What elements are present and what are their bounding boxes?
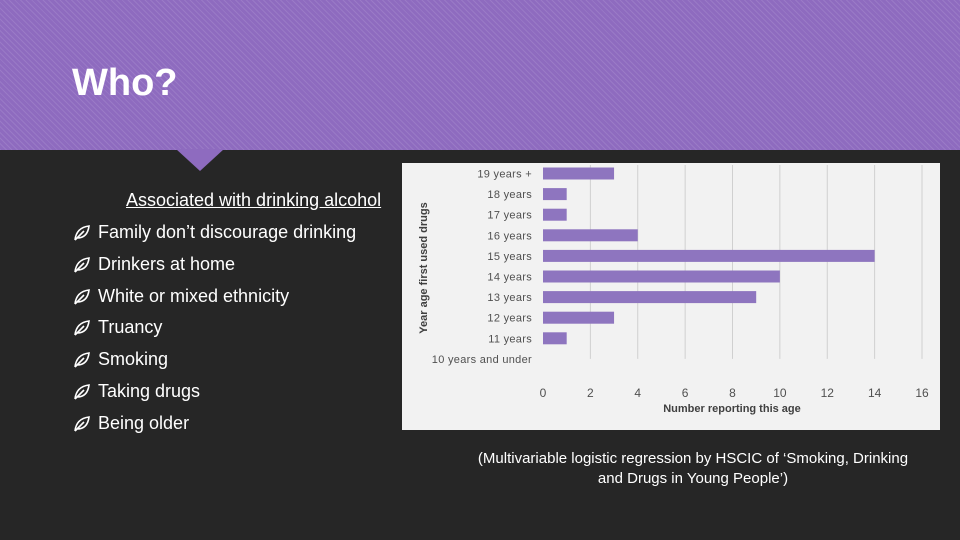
- category-tick-label: 19 years +: [477, 169, 532, 181]
- x-tick-label: 8: [729, 386, 736, 400]
- bar: [543, 270, 780, 283]
- category-tick-label: 15 years: [487, 251, 532, 263]
- bullet-text: Being older: [98, 413, 190, 433]
- bullet-text: Family don’t discourage drinking: [98, 222, 357, 242]
- category-tick-label: 10 years and under: [432, 354, 532, 366]
- category-tick-label: 12 years: [487, 313, 532, 325]
- list-item: Being older: [72, 413, 189, 434]
- leaf-bullet-icon: [74, 319, 90, 336]
- category-tick-label: 16 years: [487, 230, 532, 242]
- x-tick-label: 0: [540, 386, 547, 400]
- bar: [543, 332, 567, 345]
- list-item: Family don’t discourage drinking: [72, 222, 356, 243]
- category-tick-label: 13 years: [487, 292, 532, 304]
- bar: [543, 311, 615, 324]
- bar: [543, 229, 638, 242]
- list-item: Taking drugs: [72, 381, 200, 402]
- y-axis-label: Year age first used drugs: [418, 202, 430, 333]
- page-title: Who?: [72, 62, 178, 104]
- x-tick-label: 6: [682, 386, 689, 400]
- leaf-bullet-icon: [74, 351, 90, 368]
- bullet-text: Taking drugs: [98, 381, 201, 401]
- bullet-text: White or mixed ethnicity: [98, 286, 290, 306]
- header-band: [0, 0, 960, 150]
- category-tick-label: 18 years: [487, 189, 532, 201]
- bar: [543, 188, 567, 201]
- bar: [543, 208, 567, 221]
- bullet-text: Truancy: [98, 317, 163, 337]
- list-item: Drinkers at home: [72, 254, 235, 275]
- list-item: Smoking: [72, 349, 168, 370]
- list-item: White or mixed ethnicity: [72, 286, 289, 307]
- category-tick-label: 17 years: [487, 210, 532, 222]
- x-tick-label: 16: [915, 386, 929, 400]
- bullet-text: Drinkers at home: [98, 254, 236, 274]
- leaf-bullet-icon: [74, 383, 90, 400]
- leaf-bullet-icon: [74, 224, 90, 241]
- bar: [543, 167, 615, 180]
- citation-text: (Multivariable logistic regression by HS…: [477, 450, 909, 487]
- category-tick-label: 11 years: [488, 333, 532, 345]
- x-tick-label: 4: [634, 386, 641, 400]
- header-notch: [176, 149, 224, 171]
- subheading: Associated with drinking alcohol: [126, 190, 382, 210]
- leaf-bullet-icon: [74, 256, 90, 273]
- bullet-text: Smoking: [98, 349, 169, 369]
- leaf-bullet-icon: [74, 415, 90, 432]
- bar: [543, 249, 875, 262]
- x-tick-label: 2: [587, 386, 594, 400]
- x-tick-label: 12: [821, 386, 835, 400]
- category-tick-label: 14 years: [487, 272, 532, 284]
- x-tick-label: 10: [773, 386, 787, 400]
- leaf-bullet-icon: [74, 288, 90, 305]
- list-item: Truancy: [72, 317, 162, 338]
- x-tick-label: 14: [868, 386, 882, 400]
- bar: [543, 291, 757, 304]
- bar-chart: 19 years + 18 years 17 years 16 years 15 yea…: [418, 165, 929, 415]
- chart-panel: 19 years + 18 years 17 years 16 years 15 yea…: [402, 163, 940, 430]
- x-axis-label: Number reporting this age: [663, 403, 801, 415]
